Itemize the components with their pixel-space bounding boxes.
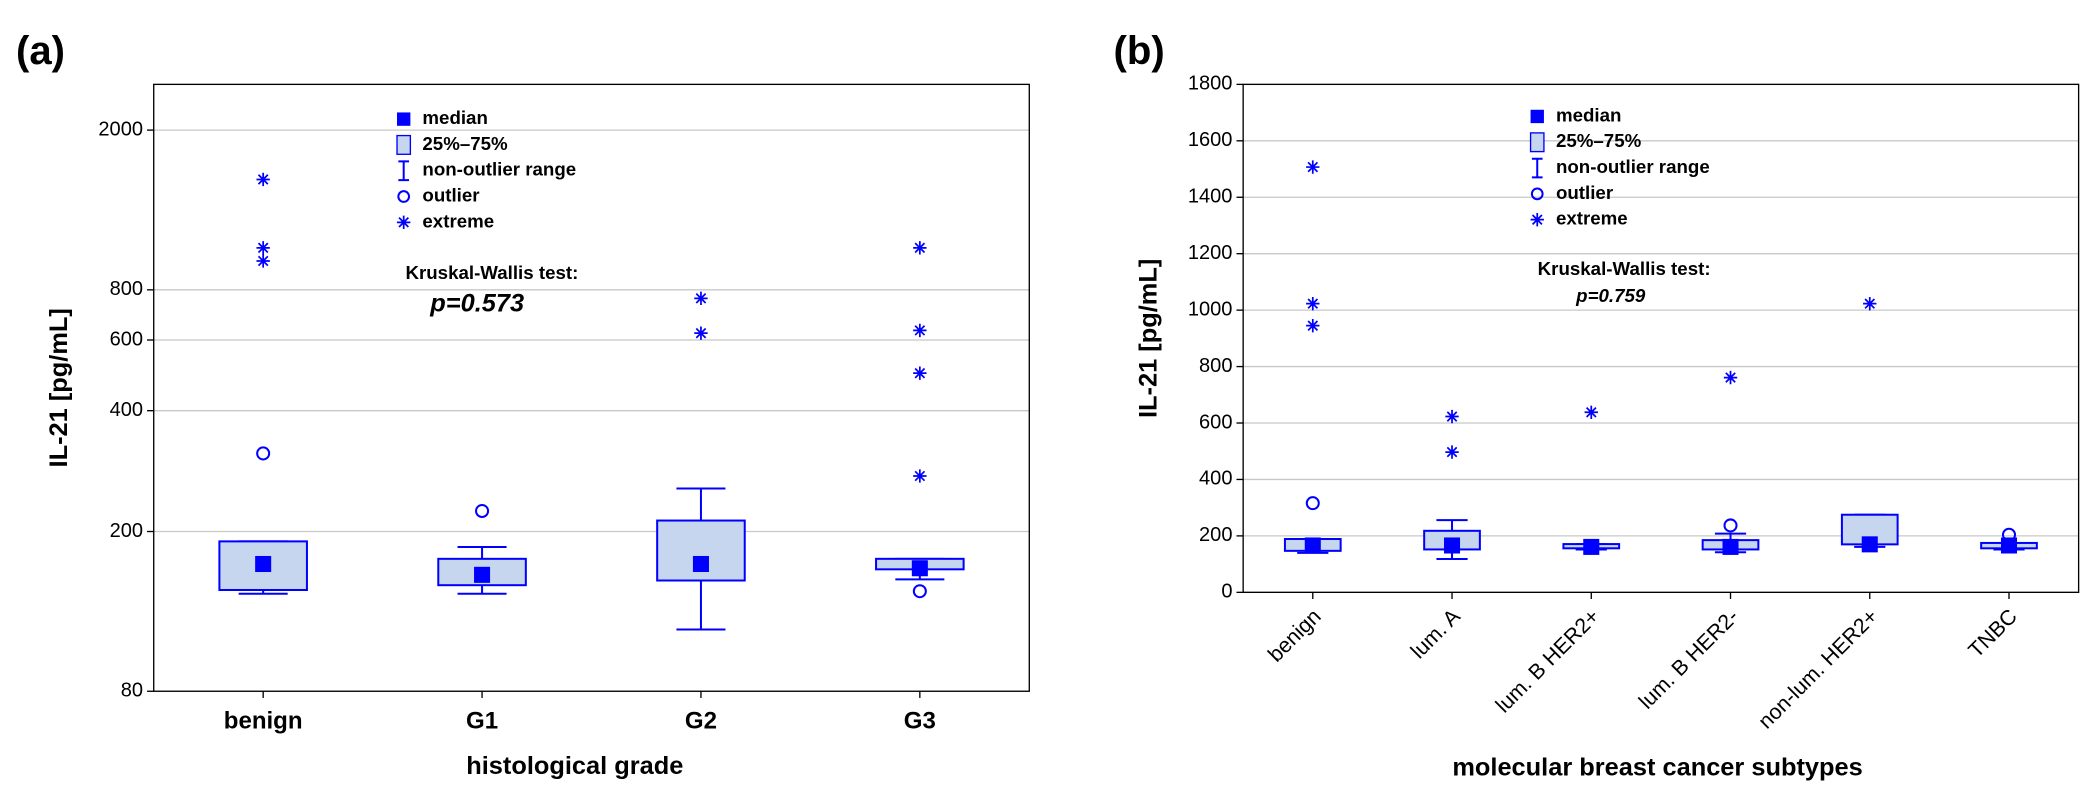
legend-box [1529, 132, 1545, 153]
y-tick-label: 600 [1199, 411, 1232, 433]
extreme-point [256, 254, 270, 268]
median [1583, 538, 1600, 555]
legend-label: 25%–75% [422, 133, 508, 154]
extreme-point [913, 323, 927, 338]
median [1861, 536, 1878, 553]
p-value: p=0.573 [429, 290, 524, 318]
legend-label: outlier [422, 184, 479, 205]
median [911, 560, 928, 577]
legend-label: extreme [1556, 208, 1628, 229]
median [474, 566, 491, 583]
y-tick-label: 0 [1221, 581, 1232, 603]
outlier-point [1723, 518, 1738, 533]
y-tick-label: 400 [110, 399, 143, 421]
x-tick-label: benign [1263, 604, 1325, 666]
x-tick-label: lum. B HER2- [1634, 604, 1743, 713]
outlier-point [2001, 527, 2017, 542]
x-tick-label: G2 [685, 707, 717, 734]
legend-box [396, 134, 412, 155]
extreme-point [1863, 296, 1877, 311]
y-axis-title: IL-21 [pg/mL] [45, 308, 73, 467]
y-tick-label: 800 [110, 278, 143, 300]
outlier-point [475, 503, 490, 518]
legend-label: extreme [422, 210, 494, 231]
extreme-point [397, 215, 411, 230]
median [1304, 537, 1321, 554]
legend-label: 25%–75% [1556, 130, 1642, 151]
median [1722, 538, 1739, 555]
legend-outlier [1530, 187, 1544, 201]
legend-whisker [398, 160, 410, 182]
y-tick-label: 1400 [1188, 186, 1233, 208]
y-tick-label: 80 [121, 680, 143, 702]
median [255, 555, 272, 573]
legend-label: outlier [1556, 182, 1613, 203]
extreme-point [913, 469, 927, 483]
x-axis-title: histological grade [466, 752, 683, 780]
outlier-point [256, 446, 271, 461]
median [2000, 537, 2018, 554]
legend-label: median [422, 107, 487, 128]
extreme-point [1445, 409, 1459, 424]
y-axis-title: IL-21 [pg/mL] [1134, 259, 1162, 418]
median [1444, 537, 1461, 554]
extreme-point [1584, 405, 1598, 419]
x-tick-label: benign [224, 707, 303, 734]
extreme-point [256, 241, 270, 255]
y-tick-label: 600 [110, 328, 143, 350]
extreme-point [1306, 296, 1320, 311]
extreme-point [1306, 318, 1320, 333]
plot-frame [1242, 83, 2080, 593]
outlier-point [912, 584, 927, 599]
y-tick-label: 400 [1199, 468, 1232, 490]
x-tick-label: lum. B HER2+ [1491, 604, 1604, 717]
y-tick-label: 200 [110, 520, 143, 542]
y-tick-label: 1600 [1188, 129, 1233, 151]
y-tick-label: 200 [1199, 524, 1232, 546]
extreme-point [694, 326, 708, 340]
x-tick-label: lum. A [1406, 604, 1465, 663]
y-tick-label: 1200 [1188, 242, 1233, 264]
plot-frame [153, 83, 1030, 692]
panel-label: (b) [1114, 29, 1165, 73]
x-axis-title: molecular breast cancer subtypes [1452, 753, 1862, 781]
extreme-point [1530, 212, 1544, 227]
legend-label: non-outlier range [422, 159, 576, 180]
panel-label: (a) [16, 29, 65, 73]
extreme-point [1445, 445, 1459, 459]
median [692, 555, 709, 573]
x-tick-label: G3 [904, 707, 936, 734]
legend-whisker [1531, 157, 1543, 179]
extreme-point [913, 366, 927, 380]
legend-median [397, 112, 411, 126]
x-tick-label: non-lum. HER2+ [1754, 604, 1883, 733]
y-tick-label: 1800 [1188, 73, 1233, 95]
legend-median [1530, 109, 1544, 124]
legend-label: median [1556, 104, 1621, 125]
extreme-point [256, 172, 270, 187]
outlier-point [1305, 496, 1320, 511]
y-tick-label: 800 [1199, 355, 1232, 377]
extreme-point [1723, 370, 1738, 385]
extreme-point [694, 291, 708, 306]
annotation: Kruskal-Wallis test: [1538, 258, 1711, 279]
annotation: Kruskal-Wallis test: [405, 262, 578, 283]
x-tick-label: G1 [466, 707, 498, 734]
extreme-point [913, 241, 927, 255]
y-tick-label: 2000 [98, 118, 143, 140]
extreme-point [1306, 160, 1320, 174]
legend-label: non-outlier range [1556, 156, 1710, 177]
x-tick-label: TNBC [1964, 604, 2022, 662]
y-tick-label: 1000 [1188, 298, 1233, 320]
legend-outlier [397, 190, 411, 203]
p-value: p=0.759 [1575, 285, 1646, 306]
